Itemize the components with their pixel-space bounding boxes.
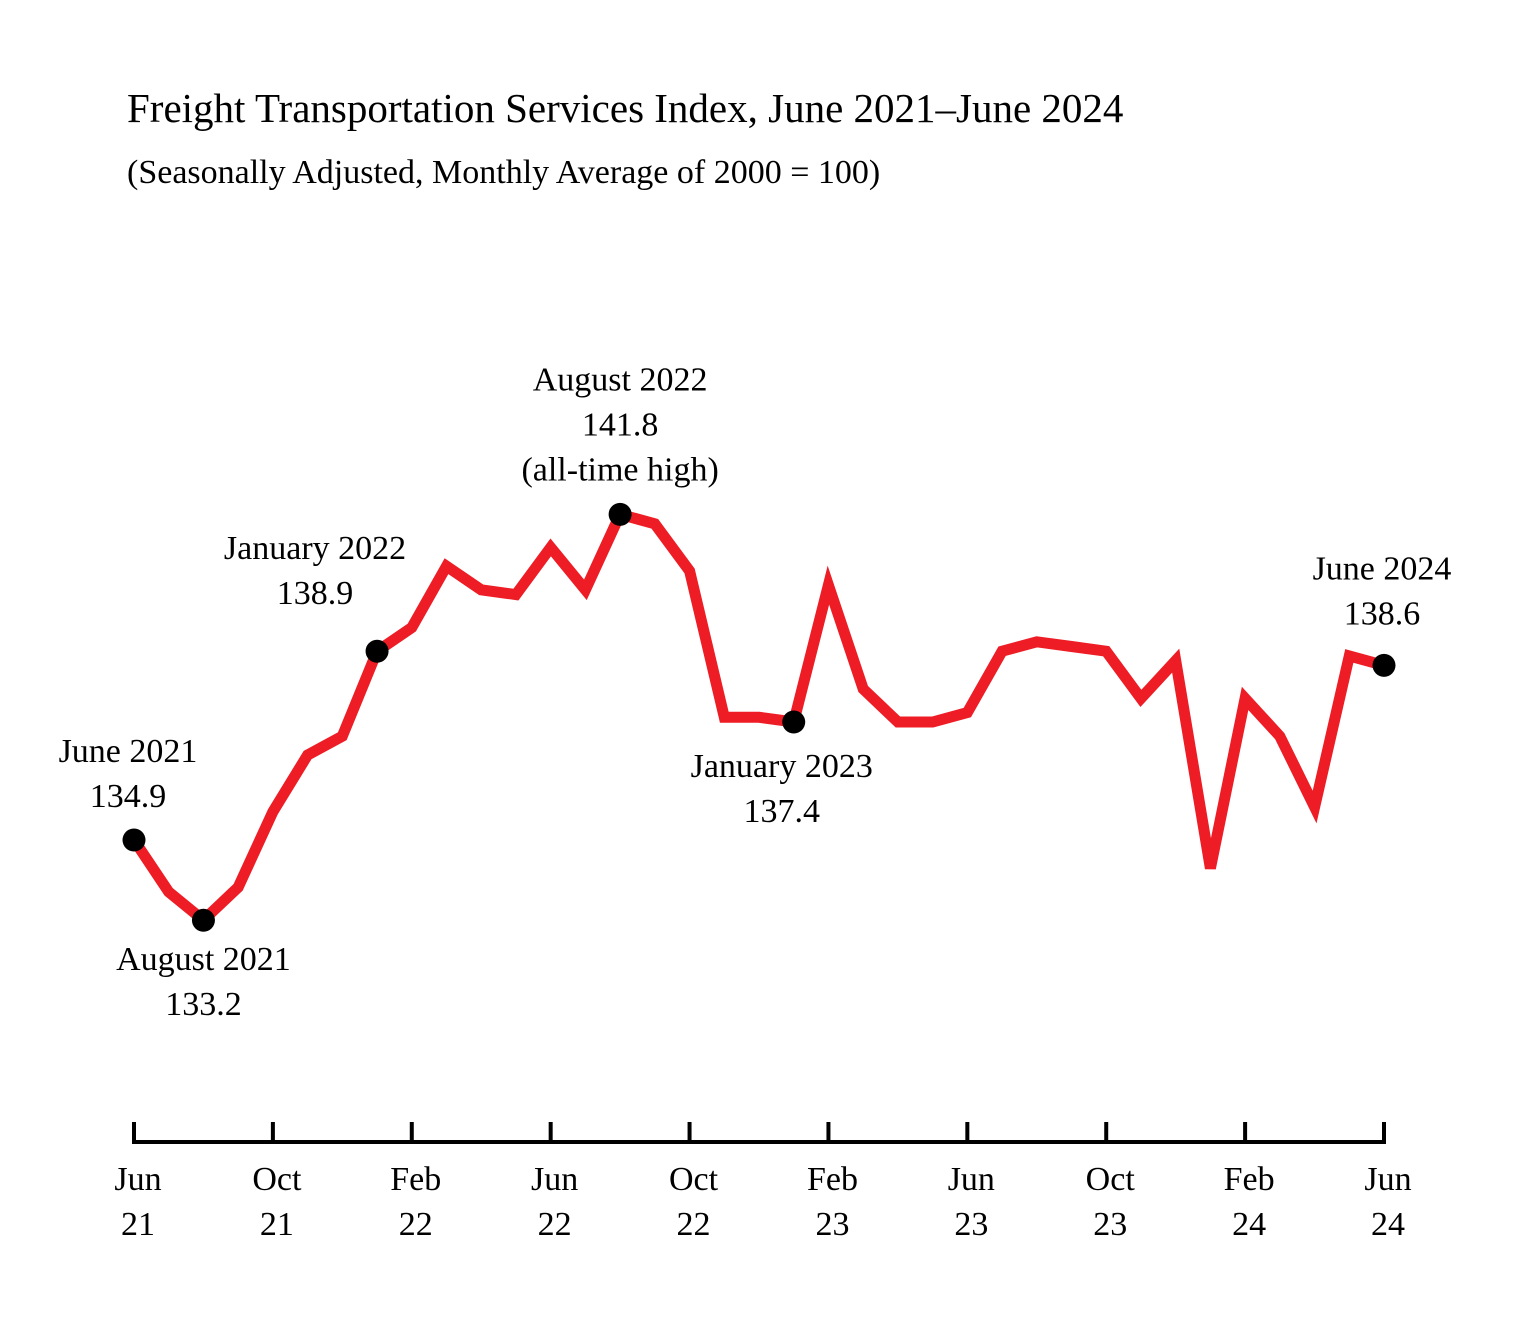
annotation-value: 138.6 (1344, 595, 1421, 632)
series-line (129, 507, 1386, 928)
annotation-label: January 2022 (224, 530, 406, 567)
x-tick-label-year: 21 (121, 1206, 155, 1243)
x-tick-label-month: Oct (1086, 1161, 1136, 1198)
chart-title: Freight Transportation Services Index, J… (127, 85, 1124, 131)
x-tick-label-month: Jun (531, 1161, 578, 1198)
x-tick-label-month: Jun (1364, 1161, 1411, 1198)
annotation-label: June 2021 (59, 733, 198, 770)
annotation-note: (all-time high) (521, 451, 718, 488)
x-tick-label-month: Jun (114, 1161, 161, 1198)
annotation-label: August 2022 (533, 361, 708, 398)
x-tick-label-month: Oct (252, 1161, 302, 1198)
annotation-label: June 2024 (1313, 550, 1452, 587)
annotation-value: 138.9 (277, 575, 354, 612)
x-tick-label-month: Oct (669, 1161, 719, 1198)
annotation-point (122, 828, 146, 852)
annotation-value: 134.9 (90, 778, 167, 815)
x-tick-label-month: Jun (948, 1161, 995, 1198)
annotation-point (1372, 653, 1396, 677)
x-tick-label-year: 24 (1371, 1206, 1405, 1243)
x-tick-label-year: 24 (1232, 1206, 1266, 1243)
x-tick-label-year: 23 (815, 1206, 849, 1243)
x-tick-label-year: 23 (954, 1206, 988, 1243)
x-tick-label-year: 21 (260, 1206, 294, 1243)
annotation-value: 133.2 (165, 986, 242, 1023)
chart-subtitle: (Seasonally Adjusted, Monthly Average of… (127, 154, 881, 191)
annotation-value: 137.4 (743, 793, 820, 830)
x-tick-label-year: 22 (677, 1206, 711, 1243)
annotation-label: August 2021 (116, 941, 291, 978)
x-tick-label-year: 22 (399, 1206, 433, 1243)
x-tick-label-year: 22 (538, 1206, 572, 1243)
x-tick-label-month: Feb (390, 1161, 441, 1198)
annotation-label: January 2023 (691, 748, 873, 785)
annotation-point (782, 710, 806, 734)
x-tick-label-month: Feb (1224, 1161, 1275, 1198)
x-tick-label-year: 23 (1093, 1206, 1127, 1243)
annotation-value: 141.8 (582, 406, 659, 443)
x-tick-label-month: Feb (807, 1161, 858, 1198)
annotation-point (608, 502, 632, 526)
annotation-point (365, 639, 389, 663)
annotation-point (191, 908, 215, 932)
